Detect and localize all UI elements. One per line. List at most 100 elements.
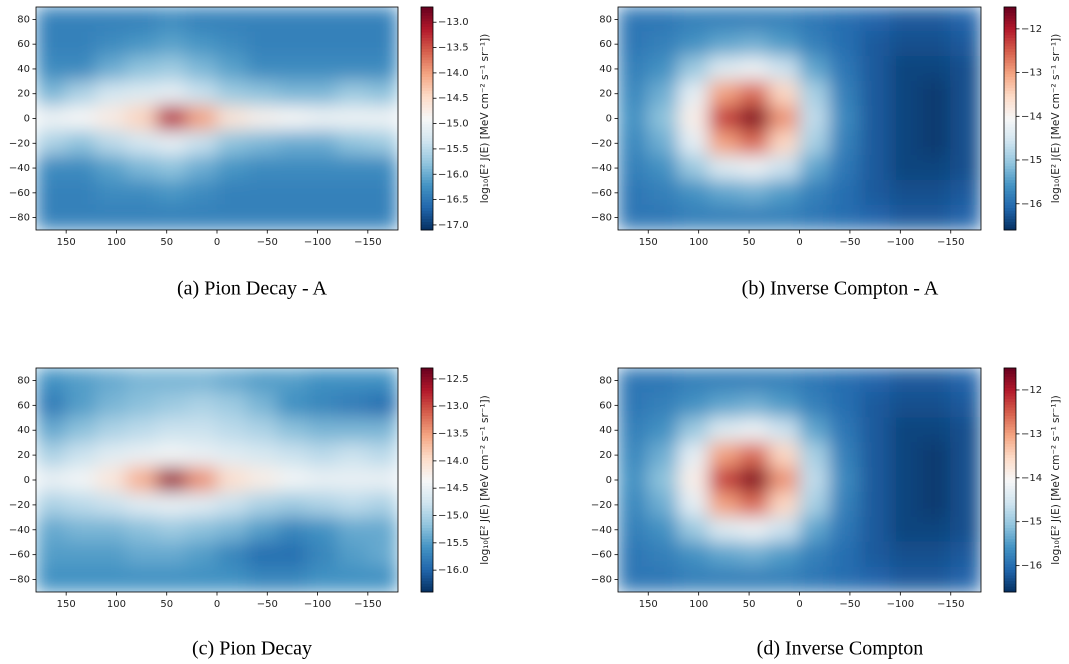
- colorbar-step: [421, 76, 433, 80]
- colorbar-step: [421, 207, 433, 211]
- heatmap-cell: [95, 392, 127, 419]
- heatmap-cell: [186, 155, 218, 181]
- heatmap-cell: [920, 80, 952, 107]
- colorbar-step: [421, 381, 433, 386]
- colorbar-step: [421, 95, 433, 100]
- colorbar-step: [421, 479, 433, 484]
- colorbar-step: [421, 429, 433, 433]
- heatmap-cell: [950, 105, 981, 132]
- colorbar-step: [1004, 185, 1016, 189]
- heatmap-cell: [65, 467, 97, 493]
- colorbar-step: [421, 451, 433, 456]
- heatmap-cell: [65, 566, 97, 592]
- heatmap-cell: [829, 204, 861, 230]
- colorbar-step: [421, 412, 433, 416]
- y-tick-label: 20: [599, 89, 612, 100]
- heatmap-cell: [647, 566, 679, 592]
- colorbar-step: [421, 185, 433, 189]
- heatmap-cell: [126, 541, 158, 568]
- heatmap-cell: [799, 56, 831, 82]
- heatmap-cell: [678, 417, 710, 444]
- y-tick-label: −60: [591, 550, 612, 561]
- heatmap-cell: [768, 56, 800, 82]
- colorbar-step: [1004, 376, 1016, 380]
- colorbar-step: [1004, 513, 1016, 517]
- colorbar-step: [421, 187, 433, 192]
- colorbar-step: [1004, 580, 1016, 584]
- x-tick-label: −50: [839, 599, 860, 610]
- colorbar-step: [421, 549, 433, 554]
- heatmap-cell: [307, 56, 339, 82]
- heatmap-cell: [618, 368, 649, 394]
- colorbar-step: [1004, 432, 1016, 436]
- colorbar-step: [421, 84, 433, 89]
- heatmap-cell: [768, 31, 800, 58]
- heatmap-cell: [738, 516, 770, 543]
- heatmap-cell: [276, 155, 308, 181]
- heatmap-cell: [65, 368, 97, 394]
- heatmap-cell: [337, 7, 369, 33]
- colorbar-step: [1004, 398, 1016, 402]
- colorbar-step: [421, 465, 433, 470]
- x-tick-label: −100: [304, 237, 331, 248]
- colorbar-step: [1004, 381, 1016, 386]
- heatmap-cell: [156, 130, 188, 157]
- heatmap-cell: [186, 392, 218, 419]
- heatmap-cell: [889, 442, 921, 469]
- heatmap-cell: [768, 467, 800, 493]
- heatmap-cell: [647, 56, 679, 82]
- heatmap-cell: [829, 566, 861, 592]
- colorbar-step: [1004, 367, 1016, 372]
- heatmap-cell: [920, 467, 952, 493]
- heatmap-cell: [246, 516, 278, 543]
- colorbar-step: [421, 448, 433, 453]
- x-tick-label: 150: [57, 599, 76, 610]
- heatmap-cell: [678, 105, 710, 132]
- colorbar-step: [421, 26, 433, 30]
- colorbar-step: [421, 134, 433, 139]
- colorbar-step: [421, 485, 433, 489]
- heatmap-cell: [337, 155, 369, 181]
- colorbar-step: [1004, 129, 1016, 133]
- colorbar-step: [1004, 65, 1016, 69]
- colorbar-step: [421, 171, 433, 175]
- x-tick-label: 150: [57, 237, 76, 248]
- heatmap-cell: [768, 155, 800, 181]
- heatmap-cell: [920, 392, 952, 419]
- heatmap-cell: [246, 80, 278, 107]
- heatmap-cell: [36, 204, 67, 230]
- heatmap-cell: [367, 56, 398, 82]
- heatmap-cell: [859, 130, 891, 157]
- heatmap-cell: [618, 31, 649, 58]
- colorbar-step: [421, 40, 433, 44]
- x-tick-label: −50: [839, 237, 860, 248]
- colorbar-tick-label: −16: [1021, 199, 1042, 210]
- heatmap-cell: [126, 368, 158, 394]
- heatmap-cell: [799, 31, 831, 58]
- colorbar-step: [1004, 409, 1016, 414]
- heatmap-cell: [367, 179, 398, 206]
- heatmap-cell: [799, 80, 831, 107]
- colorbar-step: [421, 81, 433, 86]
- colorbar-step: [421, 70, 433, 75]
- heatmap-cell: [337, 179, 369, 206]
- colorbar-step: [421, 20, 433, 25]
- colorbar-step: [1004, 583, 1016, 587]
- colorbar-step: [421, 93, 433, 97]
- heatmap-cell: [678, 467, 710, 493]
- heatmap-cell: [186, 566, 218, 592]
- colorbar-step: [1004, 384, 1016, 388]
- heatmap-cell: [829, 417, 861, 444]
- heatmap-cell: [216, 442, 248, 469]
- colorbar-step: [1004, 468, 1016, 472]
- heatmap-cell: [799, 467, 831, 493]
- caption: (d) Inverse Compton: [757, 638, 924, 660]
- heatmap-cell: [216, 516, 248, 543]
- colorbar-step: [421, 516, 433, 520]
- y-tick-label: 80: [17, 375, 30, 386]
- heatmap-cell: [647, 179, 679, 206]
- colorbar-step: [421, 120, 433, 125]
- colorbar-step: [1004, 215, 1016, 220]
- heatmap-cell: [768, 392, 800, 419]
- heatmap-cell: [186, 541, 218, 568]
